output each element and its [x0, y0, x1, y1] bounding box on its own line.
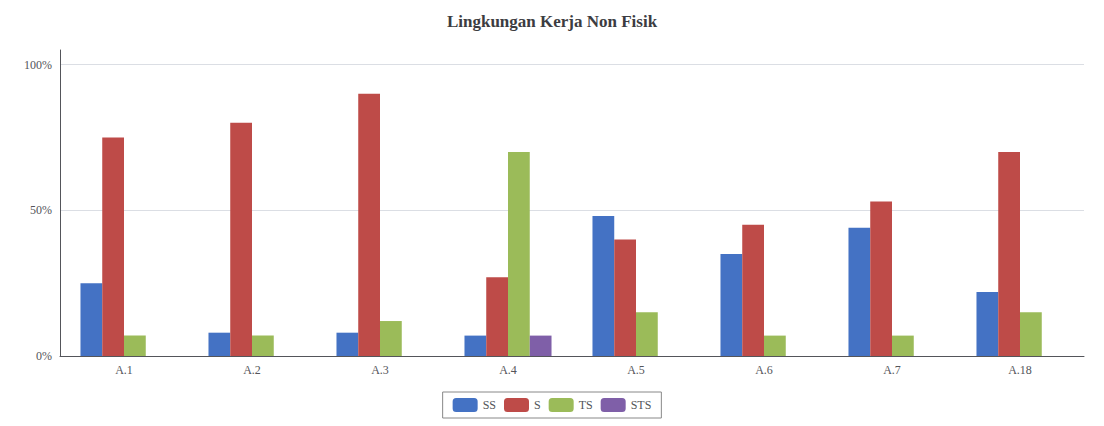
svg-text:A.6: A.6 — [755, 363, 773, 377]
svg-text:A.4: A.4 — [499, 363, 517, 377]
svg-text:50%: 50% — [30, 203, 52, 217]
svg-text:SS: SS — [483, 398, 496, 412]
svg-text:Lingkungan Kerja Non Fisik: Lingkungan Kerja Non Fisik — [447, 12, 658, 31]
svg-text:A.3: A.3 — [371, 363, 389, 377]
svg-text:A.18: A.18 — [1008, 363, 1032, 377]
svg-text:TS: TS — [579, 398, 593, 412]
svg-text:A.1: A.1 — [115, 363, 133, 377]
svg-text:A.7: A.7 — [883, 363, 901, 377]
svg-text:0%: 0% — [36, 349, 52, 363]
svg-text:A.2: A.2 — [243, 363, 261, 377]
svg-text:STS: STS — [631, 398, 652, 412]
svg-text:A.5: A.5 — [627, 363, 645, 377]
svg-text:100%: 100% — [24, 58, 52, 72]
svg-text:S: S — [534, 398, 541, 412]
